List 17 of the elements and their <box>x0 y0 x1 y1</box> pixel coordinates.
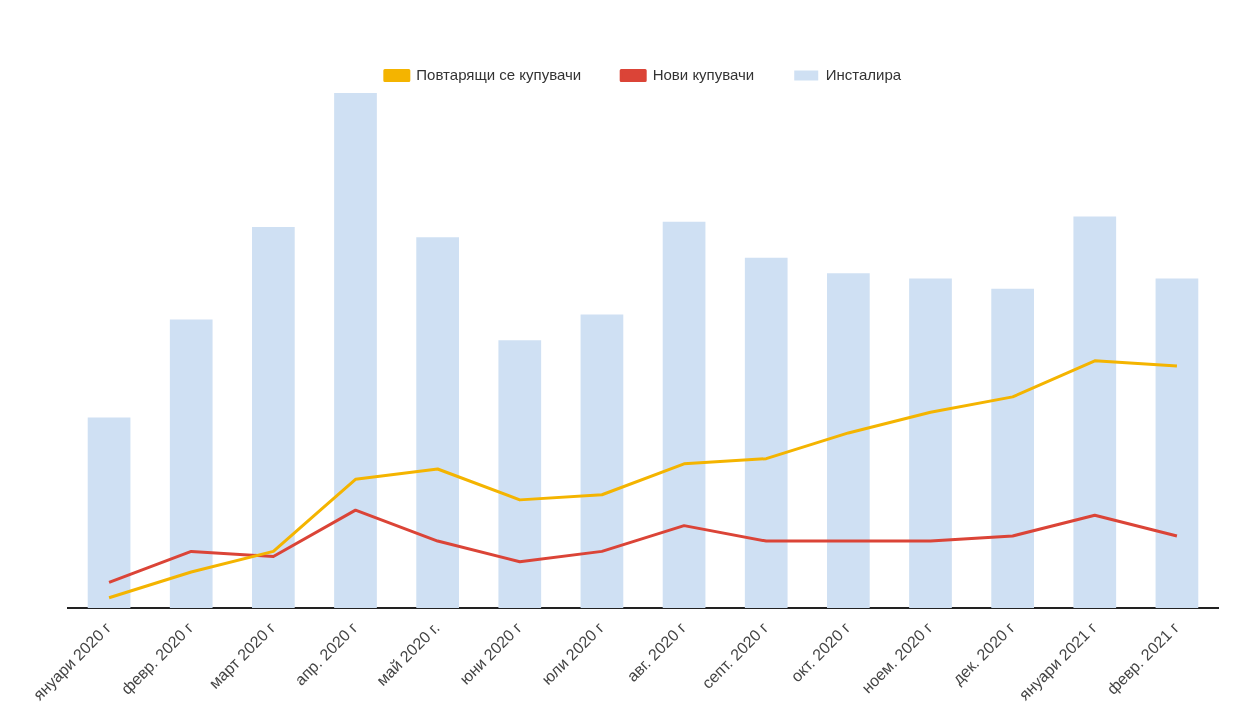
bar <box>662 221 706 609</box>
bar <box>1073 216 1117 609</box>
legend-label: Инсталира <box>825 65 902 83</box>
bar <box>580 314 624 609</box>
bar <box>334 93 377 609</box>
legend-label: Нови купувачи <box>652 65 755 83</box>
bar <box>909 278 952 609</box>
bar <box>1155 278 1199 609</box>
bar <box>416 237 459 609</box>
bar <box>827 273 870 609</box>
bar <box>991 288 1034 609</box>
bar <box>498 340 542 609</box>
bar <box>744 257 788 609</box>
bar <box>252 226 295 609</box>
bar <box>87 417 131 609</box>
legend-label: Повтарящи се купувачи <box>416 65 582 83</box>
bar <box>169 319 213 609</box>
